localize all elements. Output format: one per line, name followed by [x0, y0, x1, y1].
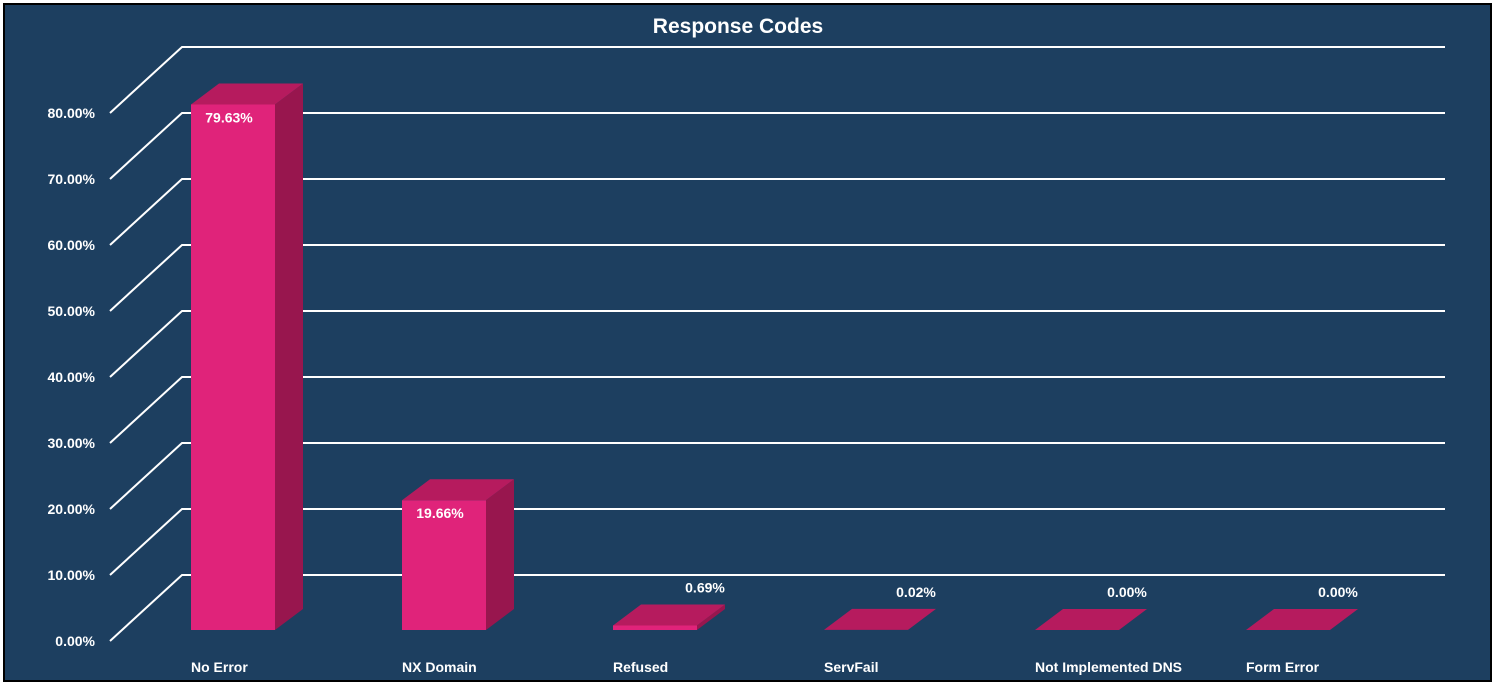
gridline — [109, 442, 1445, 510]
gridline — [109, 574, 1445, 642]
gridline — [109, 112, 1445, 180]
data-label: 0.69% — [685, 579, 725, 595]
data-label: 0.02% — [896, 584, 936, 600]
category-label: Form Error — [1246, 659, 1320, 675]
bar-top-face — [824, 608, 936, 630]
y-tick-label: 40.00% — [48, 369, 96, 385]
bars — [191, 83, 1358, 630]
data-labels: 79.63% 19.66% 0.69% 0.02% 0.00% 0.00% — [205, 109, 1358, 600]
y-tick-label: 20.00% — [48, 501, 96, 517]
x-axis-category-labels: No Error NX Domain Refused ServFail Not Impl… — [191, 659, 1320, 675]
bar-top-face — [1246, 609, 1358, 630]
gridline — [109, 244, 1445, 312]
bar — [613, 604, 725, 630]
bar-top-face — [402, 479, 514, 501]
category-label: Refused — [613, 659, 668, 675]
bar-top-face — [1035, 609, 1147, 630]
y-tick-label: 50.00% — [48, 303, 96, 319]
y-tick-label: 10.00% — [48, 567, 96, 583]
category-label: ServFail — [824, 659, 878, 675]
bar — [824, 608, 936, 630]
data-label: 79.63% — [205, 109, 253, 125]
data-label: 19.66% — [416, 505, 464, 521]
data-label: 0.00% — [1318, 584, 1358, 600]
y-tick-label: 70.00% — [48, 171, 96, 187]
bar-front-face — [402, 500, 486, 630]
data-label: 0.00% — [1107, 584, 1147, 600]
bar — [402, 479, 514, 630]
gridline — [109, 310, 1445, 378]
chart-title: Response Codes — [653, 15, 823, 38]
bar-top-face — [191, 83, 303, 105]
bar — [1035, 609, 1147, 630]
gridline — [109, 46, 1445, 114]
bar-side-face — [486, 479, 514, 630]
y-axis-tick-labels: 0.00% 10.00% 20.00% 30.00% 40.00% 50.00% 60.00… — [48, 105, 96, 649]
bar — [191, 83, 303, 630]
chart-frame: Response Codes 0.00% 10.00% 20.00% 30.00% 40… — [3, 3, 1492, 682]
y-tick-label: 30.00% — [48, 435, 96, 451]
gridline — [109, 376, 1445, 444]
y-tick-label: 0.00% — [55, 633, 95, 649]
bar-side-face — [697, 604, 725, 630]
gridline — [109, 508, 1445, 576]
y-tick-label: 60.00% — [48, 237, 96, 253]
bar-top-face — [613, 604, 725, 626]
category-label: No Error — [191, 659, 248, 675]
chart: Response Codes 0.00% 10.00% 20.00% 30.00% 40… — [5, 5, 1490, 680]
bar — [1246, 609, 1358, 630]
bar-front-face — [613, 625, 697, 630]
bar-side-face — [275, 83, 303, 630]
bar-front-face — [191, 104, 275, 630]
gridlines — [109, 46, 1445, 642]
gridline — [109, 178, 1445, 246]
category-label: NX Domain — [402, 659, 477, 675]
y-tick-label: 80.00% — [48, 105, 96, 121]
category-label: Not Implemented DNS — [1035, 659, 1182, 675]
